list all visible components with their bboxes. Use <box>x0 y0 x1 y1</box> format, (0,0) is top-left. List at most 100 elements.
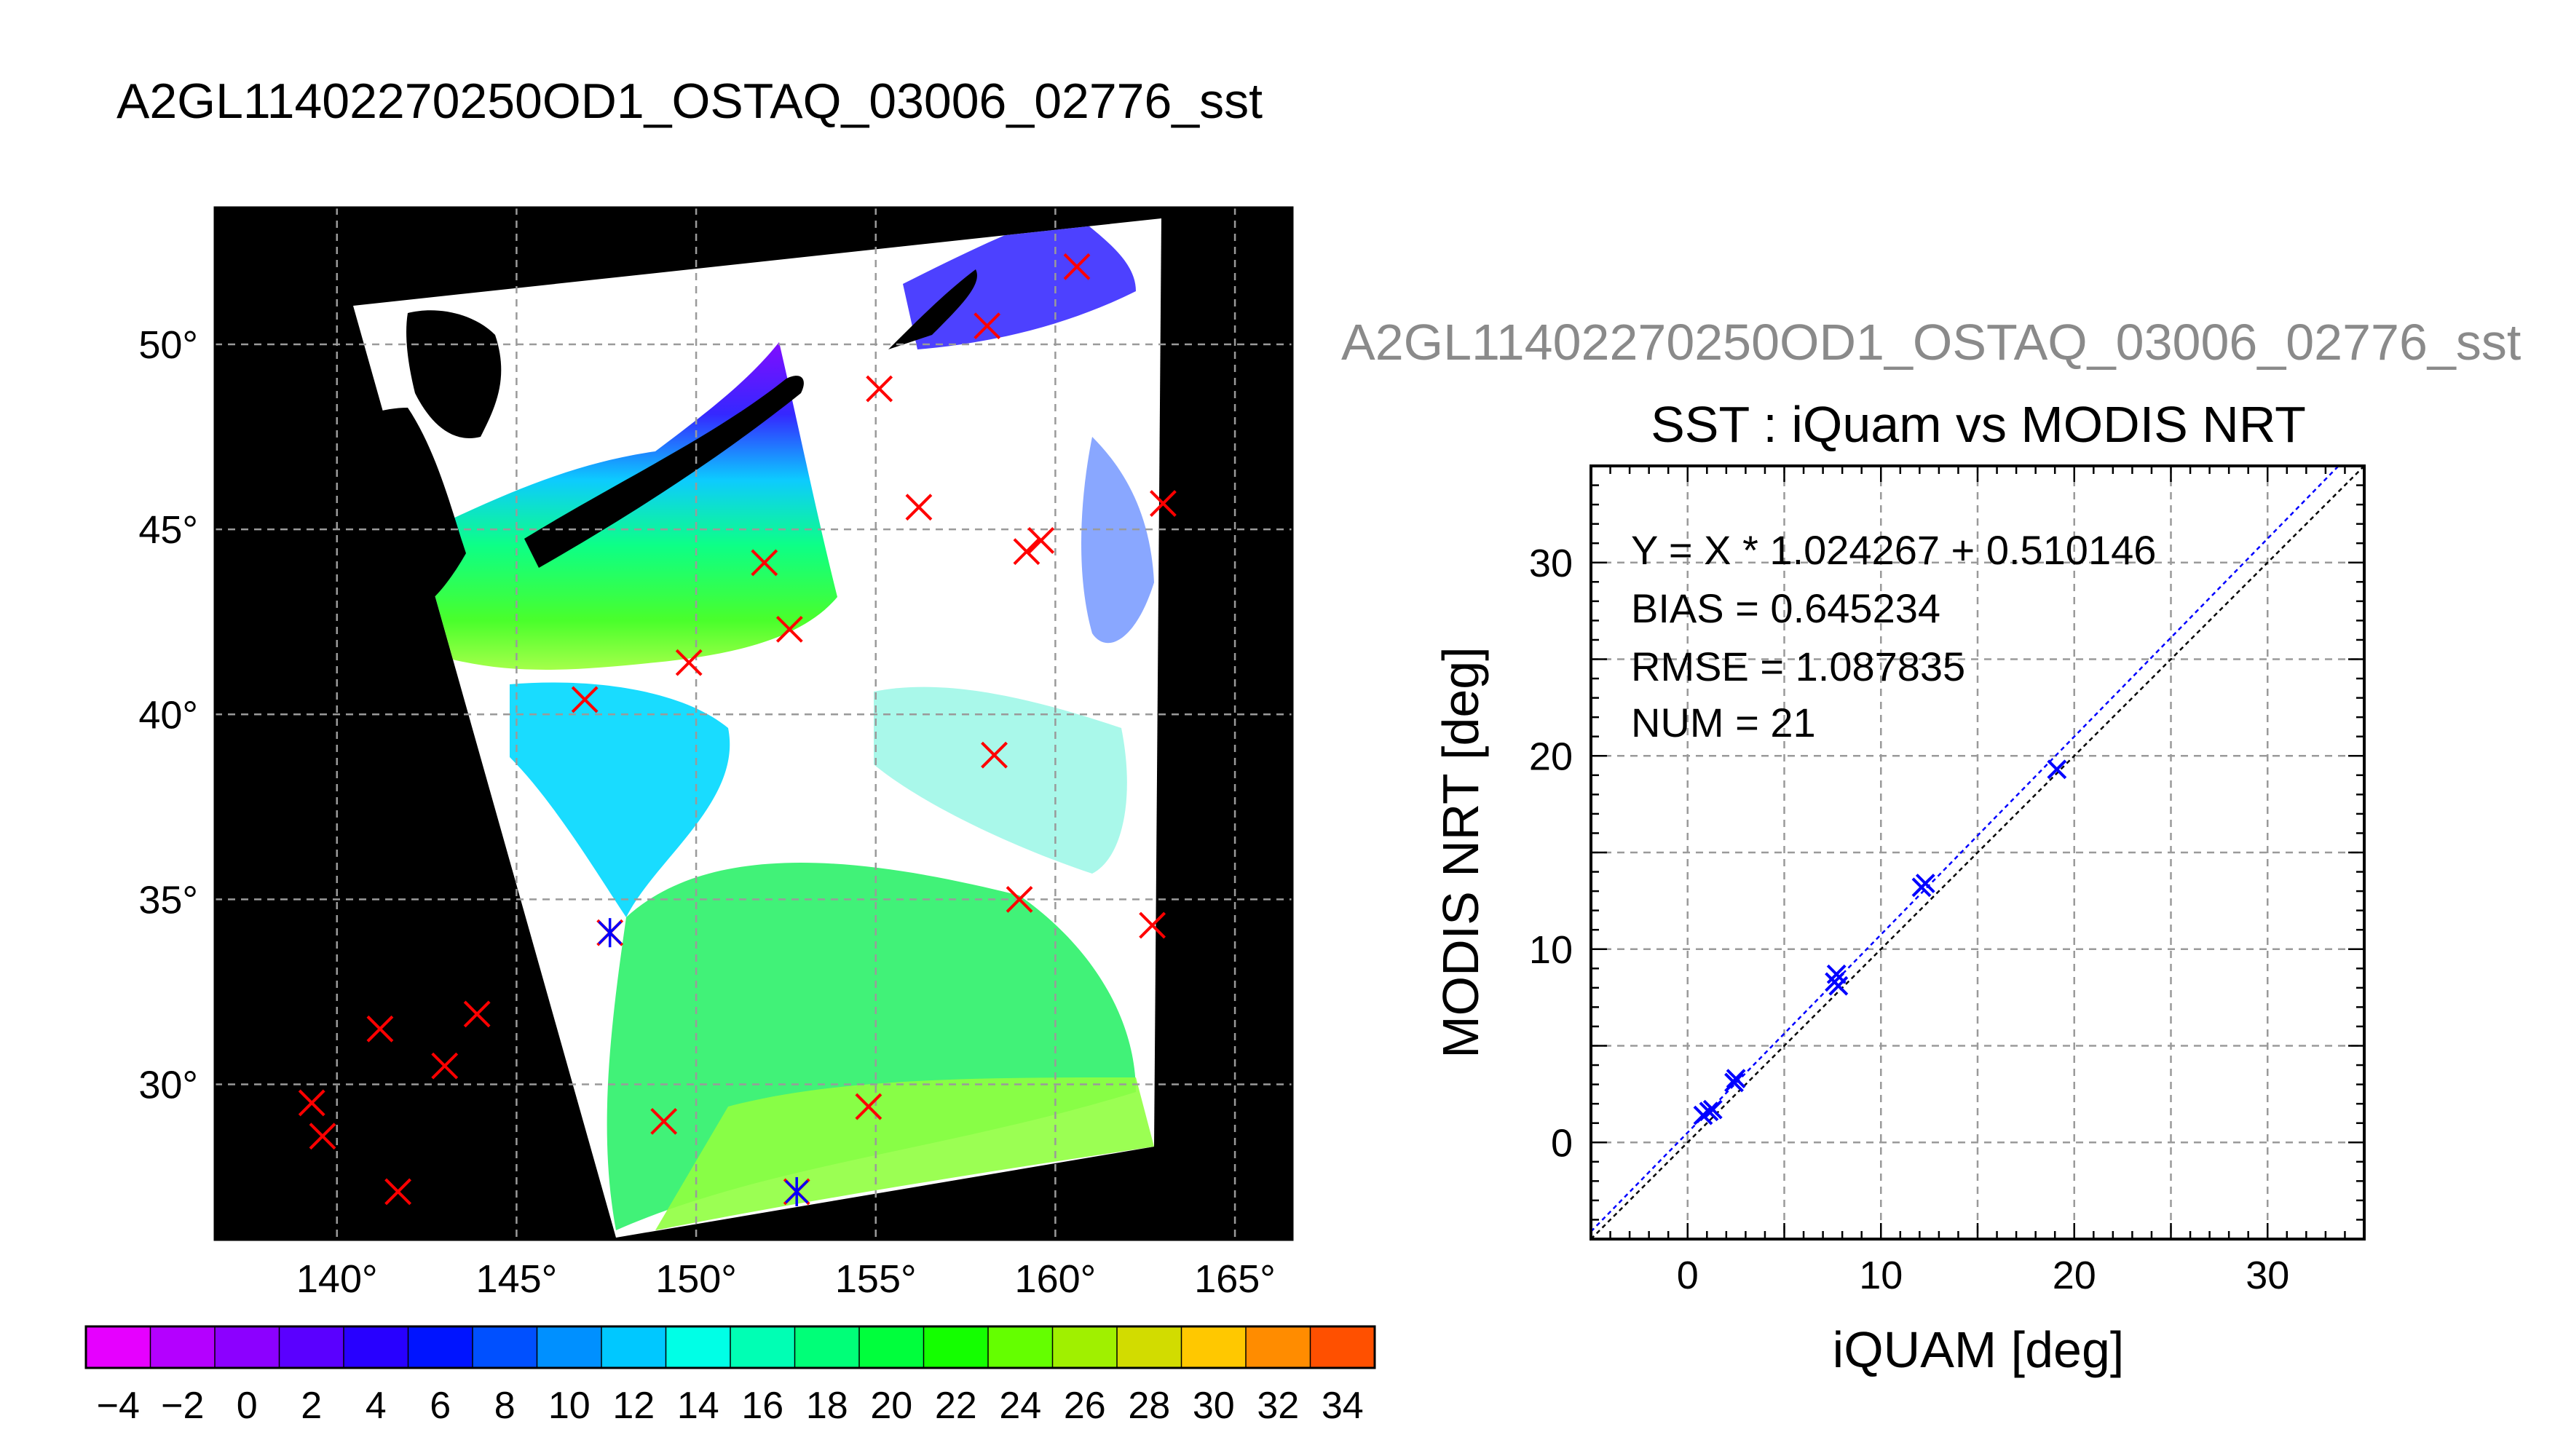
iquam-marker <box>675 649 703 676</box>
scatter-points <box>1693 759 2067 1125</box>
land-mass-honshu <box>288 408 466 620</box>
iquam-marker <box>751 549 778 577</box>
bias-text: BIAS = 0.645234 <box>1631 585 1940 631</box>
lon-tick-label: 155° <box>835 1257 917 1301</box>
colorbar-tick-label: 16 <box>741 1385 783 1427</box>
land-mass-hokkaido <box>406 310 502 438</box>
x-tick-label: 20 <box>2053 1254 2096 1297</box>
page-title: A2GL11402270250OD1_OSTAQ_03006_02776_sst <box>117 74 1263 129</box>
lon-tick-label: 145° <box>476 1257 558 1301</box>
iquam-marker <box>855 1093 882 1120</box>
scatter-point <box>1702 1099 1723 1120</box>
lon-tick-label: 150° <box>655 1257 737 1301</box>
map-frame <box>213 206 1294 1241</box>
iquam-marker <box>1006 886 1033 913</box>
colorbar-cell <box>344 1326 408 1368</box>
scatter-point <box>2047 759 2067 780</box>
y-tick-label: 20 <box>1529 735 1573 778</box>
colorbar-cell <box>86 1326 151 1368</box>
colorbar-cell <box>1246 1326 1311 1368</box>
colorbar-cells <box>86 1326 1375 1368</box>
lat-tick-label: 40° <box>138 693 198 737</box>
x-tick-label: 10 <box>1859 1254 1903 1297</box>
identity-line <box>1590 465 2365 1240</box>
scatter-point <box>1726 1069 1746 1089</box>
land-mass-kamchatka <box>888 269 977 349</box>
colorbar-cell <box>537 1326 602 1368</box>
sst-map: 140° 145° 150° 155° 160° 165° 50° 45° 40° 35° 30° <box>138 206 1294 1301</box>
iquam-marker <box>775 615 803 643</box>
colorbar-cell <box>730 1326 795 1368</box>
lat-tick-label: 50° <box>138 323 198 367</box>
scatter-plot: SST : iQuam vs MODIS NRT 0 10 20 300102030 … <box>1432 396 2366 1378</box>
colorbar-frame <box>84 1325 1376 1369</box>
colorbar-tick-label: −2 <box>161 1385 204 1427</box>
colorbar-cell <box>408 1326 473 1368</box>
y-tick-label: 10 <box>1529 928 1573 972</box>
lon-tick-label: 140° <box>296 1257 378 1301</box>
lat-tick-label: 30° <box>138 1064 198 1107</box>
land-mass-kuril <box>524 376 804 568</box>
colorbar-tick-label: −4 <box>97 1385 140 1427</box>
iquam-marker <box>1139 911 1166 939</box>
colorbar: −4 −2 0 2 4 6 8 10 12 14 16 18 20 22 24 26 28 30 32 34 <box>84 1325 1376 1427</box>
lat-tick-label: 45° <box>138 508 198 552</box>
y-tick-label: 0 <box>1551 1121 1573 1165</box>
colorbar-cell <box>794 1326 860 1368</box>
iquam-marker <box>384 1178 412 1206</box>
colorbar-cell <box>923 1326 989 1368</box>
colorbar-cell <box>473 1326 537 1368</box>
iquam-marker <box>866 375 893 403</box>
x-axis-label: iQUAM [deg] <box>1833 1321 2125 1378</box>
iquam-marker <box>431 1052 459 1080</box>
colorbar-tick-label: 20 <box>870 1385 912 1427</box>
lat-tick-label: 35° <box>138 878 198 922</box>
colorbar-cell <box>150 1326 216 1368</box>
iquam-marker <box>298 1089 325 1117</box>
iquam-marker <box>1063 253 1091 280</box>
iquam-marker <box>981 741 1008 769</box>
iquam-marker <box>309 1123 336 1150</box>
iquam-marker <box>905 494 933 521</box>
x-tick-label: 30 <box>2246 1254 2289 1297</box>
colorbar-tick-label: 22 <box>935 1385 977 1427</box>
iquam-marker <box>463 1000 491 1028</box>
x-tick-label: 0 <box>1677 1254 1699 1297</box>
scatter-point <box>1915 874 1935 893</box>
colorbar-tick-label: 24 <box>999 1385 1041 1427</box>
num-text: NUM = 21 <box>1631 700 1816 745</box>
colorbar-tick-label: 6 <box>430 1385 451 1427</box>
rmse-text: RMSE = 1.087835 <box>1631 644 1965 689</box>
colorbar-tick-label: 14 <box>677 1385 719 1427</box>
modis-marker <box>598 918 622 948</box>
colorbar-tick-label: 8 <box>494 1385 516 1427</box>
colorbar-tick-label: 10 <box>548 1385 591 1427</box>
iquam-marker <box>1013 538 1040 566</box>
colorbar-tick-label: 12 <box>612 1385 655 1427</box>
colorbar-tick-label: 2 <box>301 1385 322 1427</box>
modis-marker <box>784 1176 809 1206</box>
colorbar-cell <box>988 1326 1053 1368</box>
colorbar-cell <box>1117 1326 1182 1368</box>
iquam-marker <box>1027 527 1055 554</box>
colorbar-tick-label: 34 <box>1322 1385 1364 1427</box>
colorbar-tick-label: 32 <box>1257 1385 1299 1427</box>
scatter-ticks <box>1590 464 2366 1241</box>
colorbar-tick-label: 18 <box>806 1385 848 1427</box>
colorbar-cell <box>279 1326 344 1368</box>
iquam-marker <box>650 1107 678 1135</box>
map-grid <box>215 207 1292 1240</box>
colorbar-cell <box>859 1326 924 1368</box>
fit-equation-text: Y = X * 1.024267 + 0.510146 <box>1631 527 2156 573</box>
colorbar-tick-label: 30 <box>1193 1385 1235 1427</box>
colorbar-cell <box>666 1326 731 1368</box>
colorbar-tick-label: 0 <box>237 1385 258 1427</box>
colorbar-tick-label: 28 <box>1128 1385 1170 1427</box>
colorbar-cell <box>215 1326 280 1368</box>
scatter-tick-labels: 0 10 20 30 0 10 20 30 <box>1529 542 2289 1297</box>
colorbar-cell <box>601 1326 666 1368</box>
iquam-marker <box>974 312 1001 340</box>
colorbar-cell <box>1181 1326 1247 1368</box>
map-lat-labels: 50° 45° 40° 35° 30° <box>138 323 198 1107</box>
